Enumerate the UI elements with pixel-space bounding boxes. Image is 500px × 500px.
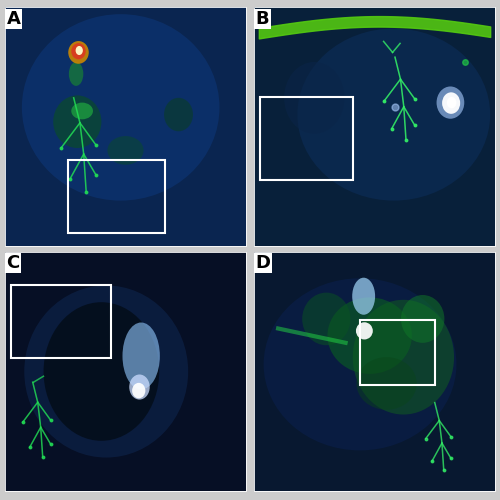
- Bar: [254, 252, 495, 491]
- Ellipse shape: [401, 295, 444, 343]
- Ellipse shape: [436, 86, 464, 118]
- Ellipse shape: [53, 96, 102, 148]
- Ellipse shape: [447, 97, 456, 108]
- Ellipse shape: [22, 14, 220, 200]
- Ellipse shape: [76, 46, 83, 55]
- Ellipse shape: [356, 322, 373, 340]
- Ellipse shape: [68, 41, 88, 64]
- Ellipse shape: [44, 302, 159, 441]
- Bar: [254, 252, 495, 491]
- Bar: [5, 7, 246, 246]
- Bar: [260, 98, 352, 180]
- Ellipse shape: [352, 278, 375, 314]
- Ellipse shape: [108, 136, 144, 164]
- Bar: [254, 7, 495, 246]
- Ellipse shape: [353, 300, 454, 414]
- Ellipse shape: [302, 292, 350, 345]
- Ellipse shape: [164, 98, 193, 132]
- Text: C: C: [6, 254, 20, 272]
- Ellipse shape: [442, 92, 460, 114]
- Ellipse shape: [72, 43, 86, 60]
- Text: A: A: [6, 10, 20, 28]
- Bar: [68, 160, 165, 232]
- Bar: [360, 320, 435, 385]
- Bar: [254, 7, 495, 246]
- Bar: [11, 285, 111, 358]
- Ellipse shape: [132, 383, 145, 398]
- Ellipse shape: [284, 62, 344, 134]
- Ellipse shape: [24, 286, 188, 458]
- Ellipse shape: [356, 357, 416, 410]
- Ellipse shape: [69, 62, 84, 86]
- Text: D: D: [256, 254, 270, 272]
- Ellipse shape: [298, 28, 490, 200]
- Ellipse shape: [328, 298, 412, 374]
- Text: B: B: [256, 10, 269, 28]
- Bar: [5, 7, 246, 246]
- Ellipse shape: [122, 322, 160, 390]
- Bar: [5, 252, 246, 491]
- Ellipse shape: [264, 278, 456, 450]
- Ellipse shape: [129, 374, 150, 400]
- Bar: [5, 252, 246, 491]
- Ellipse shape: [72, 102, 93, 120]
